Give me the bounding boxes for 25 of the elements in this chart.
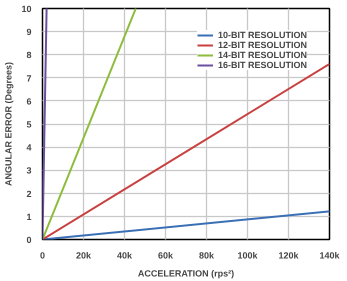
y-tick-label: 2	[26, 188, 32, 199]
x-tick-label: 20k	[76, 250, 92, 260]
x-axis-title: ACCELERATION (rps²)	[138, 268, 234, 278]
x-tick-label: 120k	[278, 250, 300, 260]
y-tick-label: 9	[26, 27, 32, 38]
y-tick-label: 8	[26, 50, 32, 60]
x-tick-label: 140k	[319, 250, 341, 260]
y-tick-label: 10	[21, 4, 32, 14]
legend-label: 16-BIT RESOLUTION	[218, 60, 307, 70]
y-tick-label: 5	[26, 120, 32, 130]
x-tick-label: 0	[40, 250, 46, 260]
x-tick-label: 100k	[237, 250, 259, 260]
y-tick-label: 4	[26, 142, 32, 153]
legend-label: 10-BIT RESOLUTION	[218, 30, 307, 40]
x-tick-label: 80k	[198, 250, 216, 260]
x-tick-label: 40k	[116, 250, 134, 260]
y-tick-label: 7	[26, 73, 32, 84]
legend-label: 14-BIT RESOLUTION	[218, 50, 307, 60]
y-tick-label: 1	[26, 212, 32, 222]
y-tick-label: 3	[26, 166, 32, 176]
y-axis-title: ANGULAR ERROR (Degrees)	[3, 62, 14, 186]
legend-label: 12-BIT RESOLUTION	[218, 40, 307, 50]
y-tick-label: 0	[26, 235, 32, 245]
y-tick-label: 6	[26, 96, 32, 106]
x-tick-label: 60k	[158, 250, 174, 260]
